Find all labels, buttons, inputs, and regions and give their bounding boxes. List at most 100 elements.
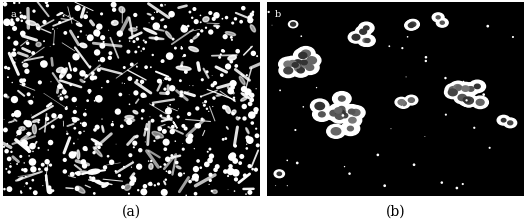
Point [442, 113, 450, 116]
Circle shape [364, 26, 369, 30]
Point [232, 178, 240, 181]
Ellipse shape [239, 76, 245, 85]
Point [49, 189, 57, 192]
Circle shape [294, 48, 312, 62]
Point [89, 72, 97, 75]
Point [248, 13, 256, 16]
Point [227, 89, 235, 93]
Point [185, 112, 193, 116]
Point [208, 74, 217, 77]
Point [168, 130, 177, 133]
Point [206, 159, 214, 162]
Point [139, 93, 148, 97]
Circle shape [349, 118, 356, 123]
Point [146, 115, 154, 119]
Circle shape [347, 105, 365, 120]
Point [90, 192, 99, 195]
Point [162, 77, 171, 80]
Point [93, 125, 101, 129]
Point [12, 41, 20, 45]
Point [73, 187, 81, 190]
Point [56, 93, 65, 96]
Point [68, 153, 76, 157]
Ellipse shape [135, 135, 138, 138]
Point [179, 24, 187, 28]
Point [217, 53, 225, 56]
Point [55, 21, 64, 24]
Ellipse shape [36, 42, 41, 47]
Point [80, 123, 89, 126]
Point [162, 169, 171, 173]
Point [34, 27, 42, 30]
Point [54, 85, 62, 88]
Point [93, 51, 101, 54]
Circle shape [395, 97, 408, 107]
Point [29, 51, 37, 55]
Point [233, 117, 241, 121]
Point [94, 68, 103, 72]
Point [229, 112, 237, 116]
Point [242, 142, 251, 146]
Point [40, 20, 48, 24]
Point [144, 159, 153, 163]
Point [203, 70, 211, 74]
Ellipse shape [80, 79, 84, 83]
Point [184, 24, 192, 28]
Ellipse shape [161, 19, 164, 21]
Point [210, 96, 218, 100]
Circle shape [358, 35, 373, 46]
Point [199, 101, 207, 105]
Point [194, 159, 202, 163]
Circle shape [279, 57, 297, 71]
Point [224, 65, 232, 68]
Point [229, 168, 238, 172]
Point [125, 93, 133, 97]
Circle shape [340, 109, 346, 114]
Ellipse shape [226, 106, 230, 113]
Point [168, 154, 176, 157]
Point [247, 89, 255, 93]
Point [28, 178, 37, 182]
Point [126, 153, 134, 157]
Point [163, 157, 172, 161]
Point [197, 21, 205, 24]
Point [174, 107, 183, 111]
Circle shape [365, 39, 370, 42]
Point [176, 173, 184, 176]
Point [157, 114, 165, 118]
Circle shape [293, 60, 302, 67]
Point [29, 95, 37, 99]
Point [252, 87, 260, 91]
Circle shape [440, 21, 444, 24]
Point [441, 76, 450, 80]
Point [130, 40, 138, 43]
Point [50, 114, 58, 118]
Circle shape [355, 26, 371, 37]
Circle shape [436, 18, 448, 27]
Point [23, 182, 31, 185]
Point [2, 167, 11, 171]
Point [5, 36, 13, 40]
Circle shape [341, 122, 359, 136]
Point [1, 2, 9, 6]
Circle shape [408, 23, 414, 27]
Ellipse shape [193, 35, 198, 39]
Point [218, 73, 226, 77]
Ellipse shape [203, 17, 209, 22]
Point [248, 93, 256, 97]
Circle shape [501, 118, 506, 122]
Ellipse shape [250, 25, 256, 32]
Point [180, 172, 188, 175]
Circle shape [458, 94, 475, 106]
Point [220, 105, 229, 109]
Point [164, 109, 173, 113]
Point [93, 97, 102, 101]
Ellipse shape [112, 21, 118, 25]
Point [61, 170, 69, 173]
Point [133, 25, 141, 29]
Point [155, 127, 164, 131]
Point [161, 147, 170, 151]
Point [0, 187, 8, 191]
Point [161, 77, 170, 81]
Point [140, 190, 148, 194]
